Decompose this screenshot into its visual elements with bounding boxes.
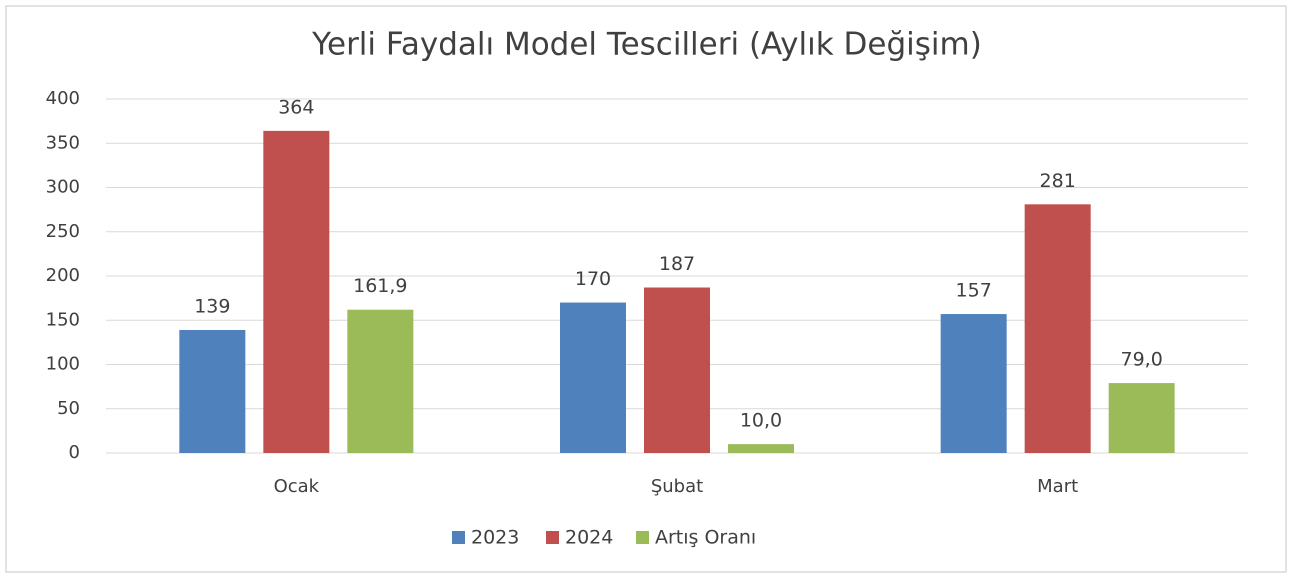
y-tick-label: 50 xyxy=(57,398,80,419)
y-tick-label: 400 xyxy=(46,88,80,109)
legend-label: 2023 xyxy=(471,527,519,549)
x-tick-label: Şubat xyxy=(651,476,703,497)
legend-swatch xyxy=(452,531,465,544)
legend-label: 2024 xyxy=(565,527,613,549)
bar xyxy=(940,314,1007,453)
y-tick-label: 100 xyxy=(46,354,80,375)
bar xyxy=(728,444,794,453)
data-label: 281 xyxy=(1040,170,1076,192)
data-label: 139 xyxy=(194,295,230,317)
y-tick-label: 0 xyxy=(69,442,80,463)
bar xyxy=(644,287,710,453)
legend-swatch xyxy=(546,531,559,544)
y-tick-label: 200 xyxy=(46,265,80,286)
bar xyxy=(1024,204,1091,453)
y-tick-label: 350 xyxy=(46,132,80,153)
data-label: 187 xyxy=(659,253,695,275)
data-label: 157 xyxy=(956,280,992,302)
data-label: 170 xyxy=(575,268,611,290)
x-tick-label: Ocak xyxy=(274,476,320,497)
bar xyxy=(347,309,414,453)
chart-title: Yerli Faydalı Model Tescilleri (Aylık De… xyxy=(311,27,982,63)
legend-label: Artış Oranı xyxy=(655,527,756,549)
bar xyxy=(179,329,246,453)
y-tick-label: 250 xyxy=(46,221,80,242)
data-label: 10,0 xyxy=(740,410,782,432)
bar xyxy=(1108,383,1175,453)
legend-swatch xyxy=(636,531,649,544)
data-label: 79,0 xyxy=(1121,349,1163,371)
x-tick-label: Mart xyxy=(1037,476,1078,497)
bar xyxy=(560,302,626,453)
y-tick-label: 300 xyxy=(46,177,80,198)
bar xyxy=(263,130,330,454)
y-tick-label: 150 xyxy=(46,309,80,330)
data-label: 364 xyxy=(278,96,314,118)
data-label: 161,9 xyxy=(353,275,407,297)
